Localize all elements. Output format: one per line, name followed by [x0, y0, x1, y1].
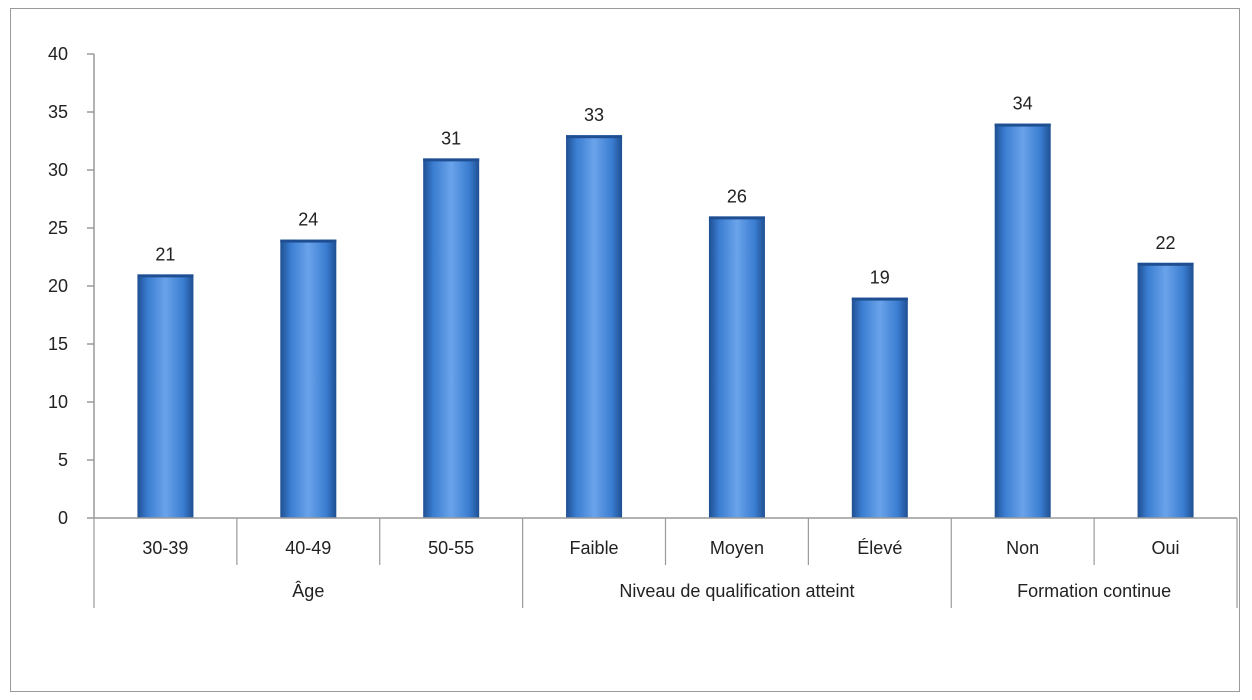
y-tick-label: 35	[48, 102, 68, 122]
y-tick-label: 30	[48, 160, 68, 180]
category-label: 40-49	[285, 538, 331, 558]
y-tick-label: 10	[48, 392, 68, 412]
category-label: Élevé	[857, 538, 902, 558]
category-label: Faible	[570, 538, 619, 558]
y-tick-label: 25	[48, 218, 68, 238]
data-label: 33	[584, 105, 604, 125]
bar	[137, 274, 194, 518]
data-label: 21	[155, 244, 175, 264]
category-label: 30-39	[142, 538, 188, 558]
bar	[1137, 262, 1194, 518]
y-tick-label: 0	[58, 508, 68, 528]
bar	[851, 297, 908, 518]
data-label: 24	[298, 210, 318, 230]
y-tick-label: 5	[58, 450, 68, 470]
data-label: 19	[870, 268, 890, 288]
data-label: 31	[441, 128, 461, 148]
category-label: Non	[1006, 538, 1039, 558]
bar	[280, 239, 337, 518]
y-tick-label: 40	[48, 44, 68, 64]
group-label: Âge	[292, 581, 324, 601]
category-label: 50-55	[428, 538, 474, 558]
bar-cap	[708, 216, 765, 220]
group-label: Formation continue	[1017, 581, 1171, 601]
group-label: Niveau de qualification atteint	[619, 581, 854, 601]
x-axis: 30-39 40-49 50-55 Faible Moyen Élevé Non Oui Âge…	[93, 517, 1238, 608]
y-tick-label: 15	[48, 334, 68, 354]
bar	[566, 135, 623, 518]
category-label: Oui	[1152, 538, 1180, 558]
bar-cap	[566, 135, 623, 139]
data-label: 34	[1013, 94, 1033, 114]
y-axis: 0 5 10 15 20 25 30 35 40	[48, 44, 95, 528]
bar-cap	[994, 123, 1051, 127]
bar-cap	[1137, 262, 1194, 266]
bar-cap	[280, 239, 337, 243]
bar	[994, 123, 1051, 518]
bar	[708, 216, 765, 518]
y-tick-label: 20	[48, 276, 68, 296]
bar-cap	[851, 297, 908, 301]
bar-cap	[423, 158, 480, 162]
bars: 21 24 31 33 26 19 34 22	[137, 94, 1194, 518]
bar-cap	[137, 274, 194, 278]
bar	[423, 158, 480, 518]
category-label: Moyen	[710, 538, 764, 558]
data-label: 26	[727, 186, 747, 206]
data-label: 22	[1156, 233, 1176, 253]
